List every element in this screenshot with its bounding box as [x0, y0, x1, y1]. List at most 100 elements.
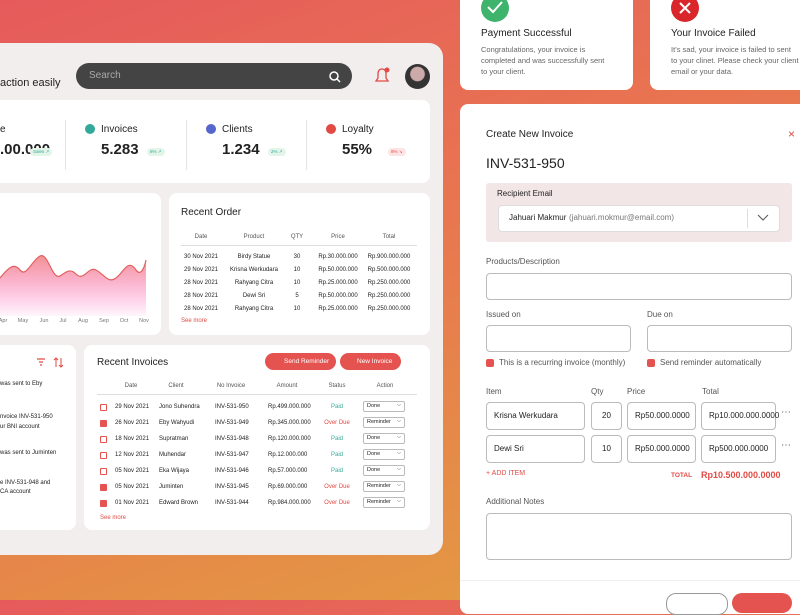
recipient-email: (jahuari.mokmur@email.com): [569, 213, 675, 222]
action-label: Done: [367, 451, 381, 457]
table-cell: Dewi Sri: [242, 293, 266, 299]
table-cell: Muhendar: [159, 452, 187, 458]
filter-sort-icons[interactable]: [36, 357, 66, 369]
see-more[interactable]: See more: [181, 318, 208, 324]
item-input[interactable]: [591, 402, 622, 430]
action-select[interactable]: [363, 465, 405, 476]
notification-text: Congratulations, your invoice is: [481, 45, 586, 54]
table-cell: 05 Nov 2021: [115, 484, 150, 490]
table-cell: INV-531-950: [215, 404, 249, 410]
search-bar[interactable]: [76, 63, 352, 89]
column-header: Total: [702, 387, 719, 396]
search-placeholder: Search: [89, 70, 121, 81]
checkbox[interactable]: [100, 420, 107, 427]
item-input[interactable]: [701, 402, 776, 430]
table-cell: Eby Wahyudi: [159, 420, 195, 426]
recent-order-title: Recent Order: [181, 207, 242, 218]
table-cell: Rp.30.000.000: [318, 254, 358, 260]
table-cell: 30: [293, 254, 301, 260]
table-cell: Jono Suhendra: [159, 404, 200, 410]
item-input[interactable]: [627, 435, 696, 463]
field-label: Products/Description: [486, 257, 560, 266]
item-input[interactable]: [486, 402, 585, 430]
table-cell: Birdy Statue: [237, 254, 271, 260]
issued-input[interactable]: [486, 325, 631, 352]
checkbox[interactable]: [100, 500, 107, 507]
action-select[interactable]: [363, 401, 405, 412]
bell-icon[interactable]: [372, 66, 392, 86]
recipient-select[interactable]: [498, 205, 780, 232]
x-tick-label: Nov: [139, 318, 149, 324]
table-cell: INV-531-947: [215, 452, 249, 458]
divider: [181, 245, 417, 246]
table-cell: Rp.50.000.000: [318, 267, 358, 273]
close-button[interactable]: ×: [788, 127, 796, 141]
button-label: New Invoice: [357, 358, 393, 365]
add-item-button[interactable]: + ADD ITEM: [486, 470, 526, 477]
divider: [460, 580, 800, 581]
more-icon[interactable]: ⋯: [781, 407, 791, 418]
item-input[interactable]: [591, 435, 622, 463]
due-input[interactable]: [647, 325, 792, 352]
action-label: Reminder: [367, 419, 391, 425]
new-invoice-button[interactable]: [340, 353, 401, 370]
see-more[interactable]: See more: [100, 515, 127, 521]
table-cell: Rp.250.000.000: [367, 293, 411, 299]
item-input[interactable]: [701, 435, 776, 463]
table-cell: 28 Nov 2021: [183, 280, 219, 286]
table-cell: Rp.25.000.000: [318, 306, 358, 312]
area-chart: [0, 255, 147, 316]
checkbox[interactable]: [486, 359, 494, 367]
checkbox[interactable]: [647, 359, 655, 367]
table-cell: INV-531-948: [215, 436, 249, 442]
checkbox[interactable]: [100, 404, 107, 411]
status: Paid: [330, 468, 344, 474]
action-select[interactable]: [363, 481, 405, 492]
avatar[interactable]: [405, 64, 430, 89]
table-cell: Rp.250.000.000: [367, 280, 411, 286]
table-cell: 12 Nov 2021: [115, 452, 150, 458]
table-cell: 5: [295, 293, 299, 299]
table-cell: Rp.57.000.000: [268, 468, 308, 474]
table-cell: Rp.69.000.000: [268, 484, 308, 490]
chevron: ⌵: [397, 482, 401, 488]
table-cell: Rp.500.000.000: [367, 267, 411, 273]
column-header: Client: [168, 383, 184, 389]
notes-input[interactable]: [486, 513, 792, 560]
button[interactable]: [732, 593, 792, 613]
status: Paid: [330, 452, 344, 458]
recipient-label: Recipient Email: [497, 189, 553, 198]
stat-icon: [85, 124, 95, 134]
notification-text: to your clinet. Please check your client: [671, 56, 799, 65]
stat-icon: [206, 124, 216, 134]
item-value: Dewi Sri: [494, 444, 524, 453]
action-select[interactable]: [363, 417, 405, 428]
products-input[interactable]: [486, 273, 792, 300]
activity-text: CA account: [0, 489, 31, 495]
item-input[interactable]: [486, 435, 585, 463]
divider: [186, 120, 187, 170]
chevron: ⌵: [397, 402, 401, 408]
send-reminder-button[interactable]: [265, 353, 336, 370]
checkbox[interactable]: [100, 436, 107, 443]
checkbox[interactable]: [100, 484, 107, 491]
item-value: Rp50.000.0000: [635, 444, 690, 453]
button[interactable]: [666, 593, 728, 615]
notification-text: It’s sad, your invoice is failed to sent: [671, 45, 791, 54]
action-select[interactable]: [363, 449, 405, 460]
notification-text: completed and was successfully sent: [481, 56, 605, 65]
item-input[interactable]: [627, 402, 696, 430]
checkbox[interactable]: [100, 468, 107, 475]
action-select[interactable]: [363, 433, 405, 444]
table-cell: Rp.120.000.000: [268, 436, 311, 442]
checkbox[interactable]: [100, 452, 107, 459]
table-cell: Rp.900.000.000: [367, 254, 411, 260]
total-value: Rp10.500.000.0000: [701, 470, 781, 480]
column-header: Price: [331, 234, 345, 240]
column-header: Price: [627, 387, 646, 396]
stat-icon: [326, 124, 336, 134]
table-cell: Rp.345.000.000: [268, 420, 311, 426]
more-icon[interactable]: ⋯: [781, 440, 791, 451]
action-select[interactable]: [363, 497, 405, 508]
